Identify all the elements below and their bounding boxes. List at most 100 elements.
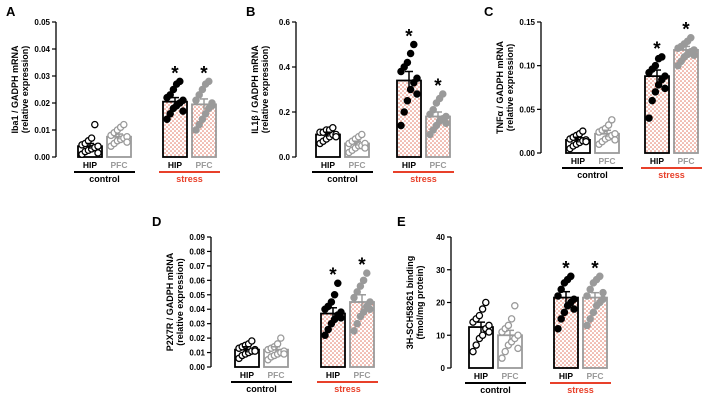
category-label: HIP (571, 156, 586, 166)
data-point (589, 308, 598, 317)
data-point (208, 99, 216, 107)
group-label-stress: stress (567, 385, 594, 395)
category-label: HIP (83, 160, 98, 170)
data-point (651, 61, 660, 70)
data-point (557, 315, 565, 323)
y-tick-label: 0.08 (189, 247, 205, 256)
data-point (192, 96, 200, 105)
data-point (87, 134, 96, 142)
data-point (248, 337, 256, 345)
data-point (280, 350, 288, 358)
data-point (120, 120, 128, 129)
group-label-stress: stress (410, 174, 437, 184)
category-label: PFC (678, 156, 695, 166)
data-point (198, 115, 207, 123)
data-point (498, 354, 506, 362)
y-tick-label: 0.05 (34, 18, 50, 27)
panel-a: A Iba1 / GADPH mRNA (relative expression) 0… (6, 4, 220, 184)
y-tick-label: 0 (441, 364, 446, 373)
data-point (363, 269, 371, 277)
data-point (485, 321, 493, 330)
significance-star: * (434, 76, 442, 97)
y-tick-label: 30 (436, 266, 445, 275)
y-tick-label: 10 (436, 331, 445, 340)
data-point (359, 276, 368, 285)
data-point (472, 341, 480, 349)
data-point (478, 331, 487, 339)
y-tick-label: 0.6 (279, 18, 291, 27)
data-point (570, 305, 578, 313)
data-point (469, 347, 477, 356)
y-tick-label: 0.4 (279, 63, 291, 72)
group-label-control: control (577, 170, 608, 180)
y-tick-label: 0.02 (34, 99, 50, 108)
y-tick-label: 0.2 (279, 108, 291, 117)
category-label: PFC (349, 160, 366, 170)
panel-letter: A (6, 4, 16, 19)
data-point (356, 282, 365, 290)
category-label: PFC (268, 370, 285, 380)
y-tick-label: 0.07 (189, 262, 205, 271)
data-point (442, 112, 450, 121)
data-point (410, 40, 418, 49)
data-point (359, 308, 368, 316)
data-point (403, 58, 412, 67)
category-label: HIP (321, 160, 336, 170)
significance-star: * (171, 63, 179, 84)
data-point (511, 302, 519, 310)
panel-letter: D (152, 214, 161, 229)
data-point (514, 331, 522, 339)
data-point (397, 121, 405, 130)
panel-letter: C (484, 4, 494, 19)
data-point (205, 77, 213, 86)
data-point (583, 292, 591, 300)
y-tick-label: 0.15 (519, 18, 535, 27)
category-label: PFC (111, 160, 128, 170)
data-point (179, 107, 187, 115)
data-point (439, 90, 447, 98)
data-point (507, 315, 516, 323)
significance-star: * (562, 258, 570, 279)
y-axis-label: P2X7R / GADPH mRNA (165, 252, 175, 351)
category-label: HIP (402, 160, 417, 170)
data-point (176, 77, 184, 86)
data-point (198, 85, 207, 94)
data-point (583, 321, 591, 330)
data-point (611, 130, 619, 138)
category-label: HIP (168, 160, 183, 170)
data-point (501, 347, 509, 356)
y-tick-label: 0.03 (34, 72, 50, 81)
data-point (406, 49, 415, 58)
data-point (413, 90, 421, 98)
y-tick-label: 0.05 (189, 291, 205, 300)
y-tick-label: 20 (436, 299, 445, 308)
data-point (690, 51, 698, 59)
y-axis-label: (relative expression) (260, 46, 270, 134)
data-point (403, 97, 412, 105)
data-point (361, 144, 369, 152)
data-point (169, 85, 178, 94)
data-point (350, 293, 358, 302)
data-point (358, 130, 366, 139)
group-label-control: control (246, 384, 277, 394)
data-point (321, 331, 329, 339)
data-point (400, 108, 408, 116)
y-axis-label: TNFα / GADPH mRNA (495, 40, 505, 134)
data-point (91, 120, 99, 129)
data-point (599, 295, 607, 303)
data-point (478, 305, 487, 313)
data-point (582, 137, 590, 146)
data-point (195, 120, 203, 129)
data-point (94, 142, 102, 150)
data-point (651, 88, 660, 96)
data-point (195, 91, 203, 99)
panel-d: D P2X7R / GADPH mRNA (relative expression)… (152, 214, 378, 394)
data-point (179, 96, 187, 105)
group-label-stress: stress (658, 170, 685, 180)
y-tick-label: 0.06 (189, 276, 205, 285)
data-point (482, 298, 490, 307)
y-tick-label: 0.00 (34, 153, 50, 162)
panel-e: E 3H-SCH58261 binding (fmol/mg protein) 0 10… (397, 214, 611, 395)
